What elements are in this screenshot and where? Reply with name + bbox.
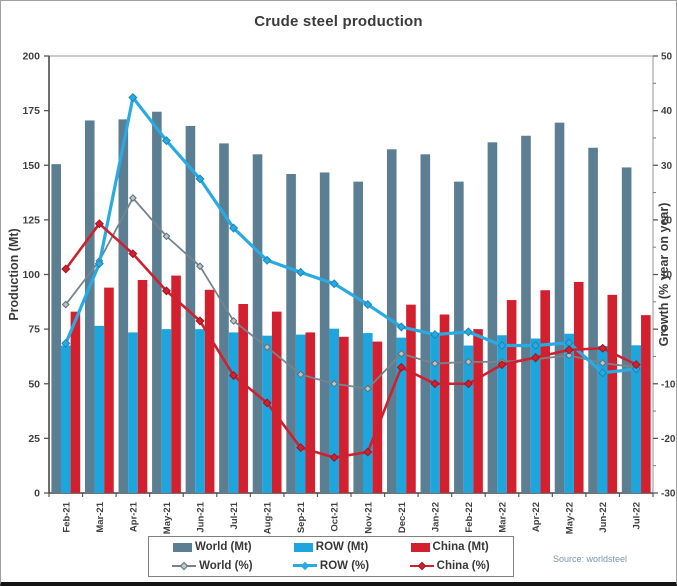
svg-text:30: 30 <box>661 161 673 172</box>
source-label: Source: worldsteel <box>553 554 628 564</box>
china-pct-marker-icon <box>409 561 434 571</box>
y-axis-left: 0 25 50 75 100 125 150 175 200 <box>22 51 49 500</box>
svg-text:Sep-21: Sep-21 <box>296 501 307 533</box>
bars-row-mt- <box>61 325 642 493</box>
svg-text:Feb-21: Feb-21 <box>61 501 72 532</box>
svg-text:75: 75 <box>28 324 40 336</box>
svg-text:200: 200 <box>22 51 40 63</box>
legend-label: China (Mt) <box>432 541 489 554</box>
svg-text:Jul-21: Jul-21 <box>229 501 240 529</box>
svg-text:-10: -10 <box>661 379 676 390</box>
svg-text:20: 20 <box>661 215 673 226</box>
svg-text:25: 25 <box>28 433 40 445</box>
svg-text:-30: -30 <box>661 489 676 500</box>
svg-text:Jan-22: Jan-22 <box>430 502 441 532</box>
line-row- <box>61 93 641 378</box>
svg-text:0: 0 <box>661 325 667 336</box>
svg-text:125: 125 <box>22 214 40 226</box>
svg-text:Jun-21: Jun-21 <box>196 501 207 532</box>
legend: World (Mt) ROW (Mt) China (Mt) World (%)… <box>148 536 514 577</box>
svg-text:100: 100 <box>22 269 40 281</box>
row-mt-swatch-icon <box>293 542 313 552</box>
bars-china-mt- <box>70 275 651 493</box>
world-pct-marker-icon <box>172 561 197 571</box>
svg-text:Feb-22: Feb-22 <box>464 502 475 533</box>
svg-text:Nov-21: Nov-21 <box>363 501 374 533</box>
svg-text:May-22: May-22 <box>565 502 576 534</box>
line-china- <box>61 219 641 463</box>
svg-text:Jul-22: Jul-22 <box>632 502 643 529</box>
china-mt-swatch-icon <box>410 542 430 552</box>
legend-label: ROW (%) <box>319 559 370 572</box>
legend-label: World (%) <box>199 559 253 572</box>
svg-text:Mar-22: Mar-22 <box>498 502 509 533</box>
svg-text:Aug-21: Aug-21 <box>263 501 274 534</box>
svg-text:50: 50 <box>661 52 673 63</box>
legend-item-china-mt: China (Mt) <box>390 541 509 553</box>
y-axis-left-title: Production (Mt) <box>7 228 21 320</box>
svg-text:Apr-22: Apr-22 <box>531 502 542 532</box>
svg-text:May-21: May-21 <box>162 501 173 534</box>
svg-text:Oct-21: Oct-21 <box>330 501 341 531</box>
legend-item-china-pct: China (%) <box>390 560 509 572</box>
svg-text:175: 175 <box>22 105 40 117</box>
legend-label: World (Mt) <box>195 541 252 554</box>
world-mt-swatch-icon <box>173 542 192 552</box>
svg-text:40: 40 <box>661 106 673 117</box>
legend-label: China (%) <box>436 559 490 572</box>
svg-text:Mar-21: Mar-21 <box>95 501 106 532</box>
legend-item-row-pct: ROW (%) <box>272 560 391 572</box>
legend-item-world-pct: World (%) <box>153 560 272 572</box>
svg-text:10: 10 <box>661 270 673 281</box>
legend-item-row-mt: ROW (Mt) <box>272 541 391 553</box>
svg-text:150: 150 <box>22 160 40 172</box>
y-axis-right-title: Growth (% year on year) <box>657 203 671 347</box>
svg-text:50: 50 <box>28 378 40 390</box>
svg-text:Dec-21: Dec-21 <box>397 501 408 533</box>
svg-text:-20: -20 <box>661 434 676 445</box>
y-axis-right: -30 -20 -10 0 10 20 30 40 50 <box>653 52 676 500</box>
svg-text:Jun-22: Jun-22 <box>598 502 609 533</box>
x-tick-labels: Feb-21 Mar-21 Apr-21 May-21 Jun-21 Jul-21 Aug-… <box>61 501 642 534</box>
svg-text:Apr-21: Apr-21 <box>128 501 139 532</box>
row-pct-marker-icon <box>292 561 317 571</box>
legend-label: ROW (Mt) <box>315 541 369 554</box>
svg-text:0: 0 <box>34 488 40 500</box>
legend-item-world-mt: World (Mt) <box>153 541 272 553</box>
chart-title: Crude steel production <box>254 13 423 30</box>
